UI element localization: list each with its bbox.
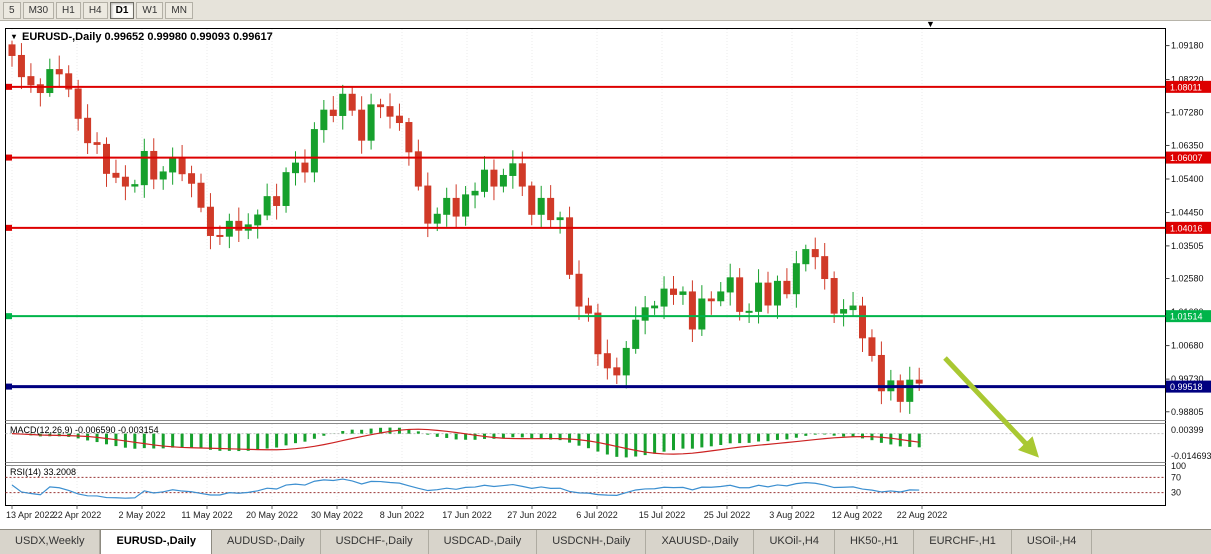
level-handle[interactable]	[6, 313, 12, 320]
chart-frame	[5, 28, 1166, 506]
price-level-badge	[1166, 80, 1211, 93]
candlesticks	[8, 40, 923, 414]
chart-dropdown-icon[interactable]: ▾	[12, 32, 17, 41]
price-level-badge-text: 0.99518	[1170, 382, 1203, 392]
chart-title-text: EURUSD-,Daily 0.99652 0.99980 0.99093 0.…	[22, 31, 273, 43]
chart-tab-eurchf-h1[interactable]: EURCHF-,H1	[914, 530, 1012, 554]
timeframe-button-w1[interactable]: W1	[136, 1, 164, 19]
rsi-scale-label: 70	[1171, 472, 1181, 482]
timeframe-button-h4[interactable]: H4	[82, 1, 108, 19]
x-axis-label: 2 May 2022	[118, 510, 165, 520]
macd-signal-line	[11, 428, 920, 455]
rsi-indicator-label: RSI(14) 33.2008	[10, 467, 77, 477]
price-level-badge-text: 1.04016	[1170, 223, 1203, 233]
timeframe-button-m30[interactable]: M30	[22, 1, 55, 19]
y-axis-label: 1.02580	[1171, 274, 1204, 284]
y-axis-label: 0.98805	[1171, 407, 1204, 417]
chart-tab-eurusd-daily[interactable]: EURUSD-,Daily	[100, 530, 212, 554]
trend-arrow[interactable]	[943, 356, 1039, 458]
level-handle[interactable]	[6, 83, 12, 90]
x-axis-label: 22 Aug 2022	[897, 510, 948, 520]
price-level-badge	[1166, 221, 1211, 234]
chart-tab-audusd-daily[interactable]: AUDUSD-,Daily	[211, 530, 321, 554]
chart-tab-usdcad-daily[interactable]: USDCAD-,Daily	[428, 530, 538, 554]
x-axis-label: 27 Jun 2022	[507, 510, 557, 520]
x-axis-label: 6 Jul 2022	[576, 510, 618, 520]
chart-tabs-bar: USDX,Weekly EURUSD-,Daily AUDUSD-,Daily USD…	[0, 529, 1211, 554]
x-axis-label: 15 Jul 2022	[639, 510, 686, 520]
x-axis-label: 30 May 2022	[311, 510, 363, 520]
macd-scale-label: -0.014693	[1171, 451, 1211, 461]
rsi-line	[11, 478, 920, 499]
x-axis-label: 17 Jun 2022	[442, 510, 492, 520]
y-axis-label: 1.00680	[1171, 341, 1204, 351]
price-level-badge	[1166, 380, 1211, 393]
scroll-to-end-marker[interactable]: ▼	[926, 19, 935, 29]
chart-tab-usdx-weekly[interactable]: USDX,Weekly	[0, 530, 101, 554]
chart-tab-usdcnh-daily[interactable]: USDCNH-,Daily	[537, 530, 647, 554]
x-axis-label: 20 May 2022	[246, 510, 298, 520]
x-axis-label: 13 Apr 2022	[6, 510, 55, 520]
y-axis-label: 1.08220	[1171, 74, 1204, 84]
x-axis-label: 11 May 2022	[181, 510, 232, 520]
y-axis-label: 1.05400	[1171, 174, 1204, 184]
chart-tab-usdchf-daily[interactable]: USDCHF-,Daily	[320, 530, 429, 554]
timeframe-button-d1[interactable]: D1	[109, 1, 135, 19]
y-axis-label: 1.06350	[1171, 140, 1204, 150]
level-handle[interactable]	[6, 383, 12, 390]
price-level-badge-text: 1.08011	[1170, 82, 1202, 92]
x-axis-label: 3 Aug 2022	[769, 510, 815, 520]
x-axis-label: 8 Jun 2022	[380, 510, 425, 520]
timeframe-button-5[interactable]: 5	[3, 1, 21, 19]
x-axis-label: 22 Apr 2022	[53, 510, 102, 520]
macd-scale-label: 0.00399	[1171, 425, 1204, 435]
timeframe-toolbar: 5 M30 H1 H4 D1 W1 MN	[0, 0, 1211, 21]
level-handle[interactable]	[6, 154, 12, 161]
y-axis-label: 1.03505	[1171, 241, 1204, 251]
y-axis-label: 0.99730	[1171, 374, 1204, 384]
y-axis-label: 1.07280	[1171, 108, 1204, 118]
level-handle[interactable]	[6, 224, 12, 231]
y-axis-label: 1.09180	[1171, 41, 1204, 51]
chart-tab-ukoil-h4[interactable]: UKOil-,H4	[754, 530, 835, 554]
rsi-scale-label: 30	[1171, 488, 1181, 498]
y-axis-label: 1.04450	[1171, 208, 1204, 218]
chart-tab-hk50-h1[interactable]: HK50-,H1	[834, 530, 915, 554]
x-axis-label: 12 Aug 2022	[832, 510, 883, 520]
price-level-badge	[1166, 310, 1211, 323]
chart-tab-usoil-h4[interactable]: USOil-,H4	[1011, 530, 1093, 554]
price-level-badge-text: 1.06007	[1170, 153, 1203, 163]
price-level-badge	[1166, 151, 1211, 164]
x-axis-label: 25 Jul 2022	[704, 510, 751, 520]
timeframe-button-h1[interactable]: H1	[56, 1, 81, 19]
chart-title: ▾ EURUSD-,Daily 0.99652 0.99980 0.99093 …	[12, 31, 273, 43]
rsi-scale-label: 100	[1171, 461, 1186, 471]
price-level-badge-text: 1.01514	[1170, 312, 1203, 322]
timeframe-button-mn[interactable]: MN	[165, 1, 193, 19]
chart-tab-xauusd-daily[interactable]: XAUUSD-,Daily	[646, 530, 755, 554]
macd-indicator-label: MACD(12,26,9) -0.006590 -0.003154	[10, 425, 159, 435]
